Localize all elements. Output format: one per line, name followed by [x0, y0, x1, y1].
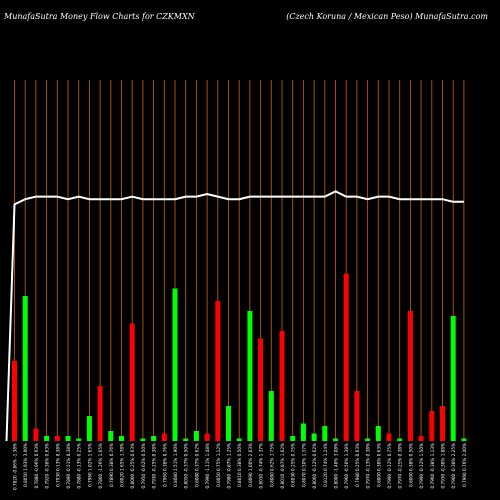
x-tick-label: 0.8020 1.65% 1.78% [120, 443, 125, 487]
bar [354, 391, 360, 441]
chart-title-right: (Czech Koruna / Mexican Peso) MunafaSutr… [286, 12, 488, 21]
x-tick-label: 0.8050 1.93% 3.00% [23, 443, 28, 487]
bar [365, 438, 371, 441]
x-tick-label: 0.8050 -0.37% 0.50% [184, 443, 189, 488]
x-tick-label: 0.8120 0.74% 1.24% [323, 443, 328, 487]
bar [279, 331, 285, 441]
x-tick-label: 0.8030 0.25% 0.75% [291, 443, 296, 487]
bar [12, 361, 17, 441]
x-tick-label: 0.8050 0.75% 1.12% [216, 443, 221, 487]
bar [258, 338, 264, 441]
x-tick-label: 0.8010 -0.87% 1.62% [280, 443, 285, 488]
bar [300, 423, 306, 441]
bar [397, 438, 403, 441]
bar [204, 433, 210, 441]
x-tick-label: 0.7860 -1.26% 1.65% [98, 443, 103, 488]
bar [440, 406, 445, 441]
x-tick-label: 0.7960 0.76% 2.40% [462, 443, 467, 487]
x-tick-label: 0.7980 0.25% 0.63% [355, 443, 360, 487]
x-tick-label: 0.7990 -1.11% 1.48% [205, 443, 210, 488]
x-tick-label: 0.7890 0.38% 0.76% [109, 443, 114, 487]
bar [129, 323, 135, 441]
x-tick-label: 0.7900 -0.38% 2.25% [451, 443, 456, 488]
bar [76, 438, 82, 441]
bar [86, 416, 92, 441]
bar [33, 428, 39, 441]
x-tick-label: 0.7950 -0.62% 0.50% [141, 443, 146, 488]
bar [322, 426, 328, 441]
bar [386, 433, 392, 441]
bar [375, 426, 381, 441]
x-tick-label: 0.7960 -0.38% 1.13% [430, 443, 435, 488]
x-tick-label: 0.8080 1.51% 1.90% [173, 443, 178, 487]
x-tick-label: 0.7930 -0.38% 1.88% [441, 443, 446, 488]
bar [193, 431, 199, 441]
bar [343, 273, 349, 441]
x-tick-label: 0.7970 -0.25% 0.38% [398, 443, 403, 488]
bar [97, 386, 103, 441]
bar [161, 433, 167, 441]
x-tick-label: 0.7920 -0.38% 0.63% [45, 443, 50, 488]
bar [140, 438, 146, 441]
bar [461, 438, 467, 441]
bar [236, 438, 242, 441]
bar [183, 438, 189, 441]
bar [215, 301, 221, 441]
bar [268, 391, 274, 441]
x-tick-label: 0.7980 -0.87% 1.25% [227, 443, 232, 488]
bar [333, 438, 338, 441]
x-tick-label: 0.8000 -0.25% 0.63% [130, 443, 135, 488]
x-tick-label: 0.8010 0.38% 0.50% [237, 443, 242, 487]
bar [22, 296, 28, 441]
x-tick-label: 0.7820 -0.86% -1.38% [13, 443, 18, 490]
x-tick-label: 0.7990 -0.12% 1.50% [419, 443, 424, 488]
x-tick-label: 0.8030 -0.74% 1.37% [259, 443, 264, 488]
x-tick-label: 0.8000 -1.48% 3.08% [334, 443, 339, 488]
bar [418, 436, 424, 441]
x-tick-label: 0.8070 0.50% 1.37% [301, 443, 306, 487]
bar [151, 436, 157, 441]
bar [247, 311, 253, 441]
x-tick-label: 0.8060 -0.12% 0.62% [312, 443, 317, 488]
x-tick-label: 0.8080 0.37% 0.62% [194, 443, 199, 487]
x-tick-label: 0.7960 -0.50% 1.38% [344, 443, 349, 488]
x-tick-label: 0.7960 1.02% 1.65% [87, 443, 92, 487]
x-tick-label: 0.8000 0.38% 0.63% [376, 443, 381, 487]
x-tick-label: 0.8090 1.00% 2.63% [248, 443, 253, 487]
bar [172, 288, 178, 441]
bar [65, 436, 71, 441]
bar [429, 411, 435, 441]
x-tick-label: 0.7880 -0.96% 0.63% [34, 443, 39, 488]
bar [226, 406, 231, 441]
bar [119, 436, 124, 441]
bar [290, 436, 296, 441]
x-tick-label: 0.8000 0.38% 0.50% [408, 443, 413, 487]
bar [54, 436, 60, 441]
bar [311, 433, 317, 441]
x-tick-label: 0.7960 0.38% 0.76% [162, 443, 167, 487]
chart-title-left: MunafaSutra Money Flow Charts for CZKMXN [4, 12, 195, 21]
x-tick-label: 0.8080 0.62% 1.75% [269, 443, 274, 487]
x-tick-label: 0.7890 -0.51% 0.38% [66, 443, 71, 488]
x-tick-label: 0.7880 -0.13% 0.25% [77, 443, 82, 488]
x-tick-label: 0.7990 -0.12% 0.75% [387, 443, 392, 488]
x-tick-label: 0.7930 -0.25% 0.38% [152, 443, 157, 488]
bar [108, 431, 114, 441]
bar [450, 316, 456, 441]
price-line [5, 190, 464, 442]
bar [407, 311, 413, 441]
x-tick-label: 0.7930 0.13% 0.38% [55, 443, 60, 487]
bar [44, 436, 50, 441]
x-tick-label: 0.7970 -0.13% 0.38% [366, 443, 371, 488]
